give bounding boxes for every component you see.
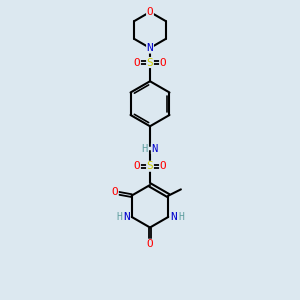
- Text: O: O: [112, 187, 118, 197]
- Text: S: S: [147, 161, 153, 171]
- Text: N: N: [147, 43, 153, 53]
- Text: O: O: [147, 7, 153, 17]
- Text: O: O: [147, 239, 153, 249]
- Text: O: O: [134, 58, 140, 68]
- Text: N: N: [170, 212, 177, 222]
- Text: S: S: [147, 58, 153, 68]
- Text: O: O: [134, 161, 140, 171]
- Text: O: O: [160, 161, 167, 171]
- Text: H: H: [178, 212, 184, 222]
- Text: H: H: [141, 144, 148, 154]
- Text: N: N: [152, 144, 158, 154]
- Text: O: O: [160, 58, 167, 68]
- Text: H: H: [116, 212, 122, 222]
- Text: N: N: [123, 212, 130, 222]
